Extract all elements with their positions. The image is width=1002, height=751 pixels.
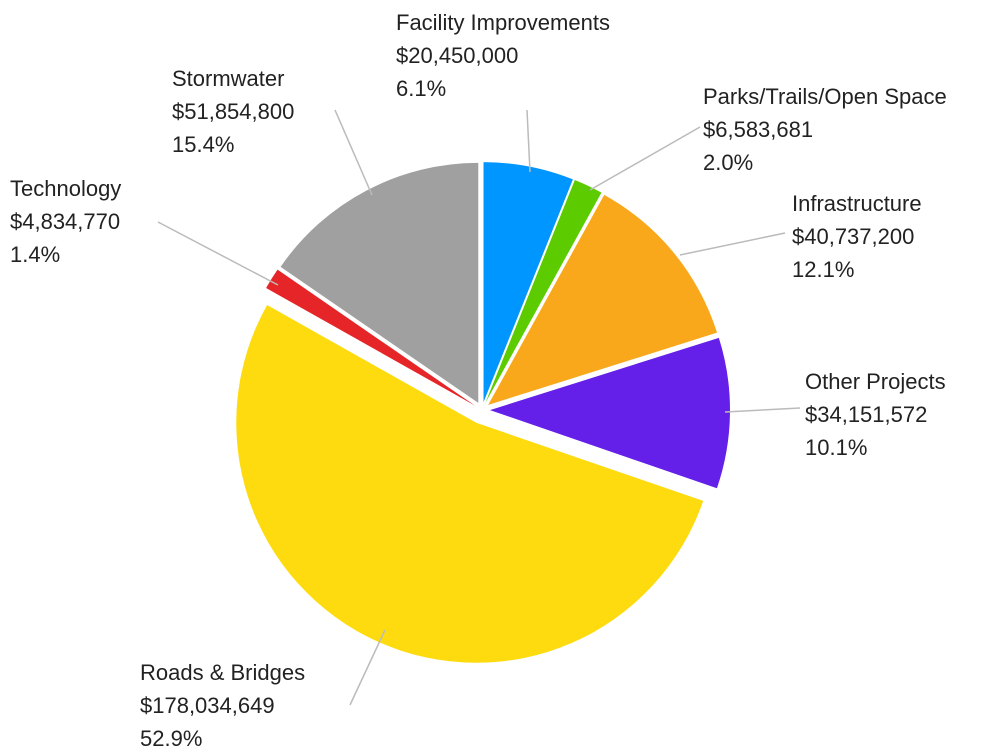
- slice-name: Parks/Trails/Open Space: [703, 84, 947, 109]
- leader-line: [724, 407, 801, 413]
- slice-percent: 2.0%: [703, 150, 753, 175]
- slice-name: Infrastructure: [792, 191, 922, 216]
- leader-line: [679, 232, 786, 256]
- slice-value: $178,034,649: [140, 693, 275, 718]
- leader-line: [349, 629, 386, 706]
- slice-value: $51,854,800: [172, 99, 294, 124]
- slice-percent: 10.1%: [805, 435, 867, 460]
- pie-slice: [236, 305, 704, 663]
- pie-slice: [266, 269, 476, 406]
- slice-name: Facility Improvements: [396, 10, 610, 35]
- leader-line: [589, 126, 701, 191]
- slice-percent: 12.1%: [792, 257, 854, 282]
- slice-value: $4,834,770: [10, 209, 120, 234]
- slice-value: $6,583,681: [703, 117, 813, 142]
- slice-percent: 6.1%: [396, 76, 446, 101]
- slice-name: Technology: [10, 176, 121, 201]
- leader-line: [526, 109, 531, 173]
- pie-slice: [488, 194, 718, 405]
- slice-percent: 15.4%: [172, 132, 234, 157]
- slice-name: Roads & Bridges: [140, 660, 305, 685]
- slice-percent: 52.9%: [140, 726, 202, 751]
- slice-value: $20,450,000: [396, 43, 518, 68]
- slice-value: $34,151,572: [805, 402, 927, 427]
- pie-slice: [485, 180, 602, 403]
- slice-name: Stormwater: [172, 66, 284, 91]
- leader-line: [334, 109, 373, 196]
- slice-percent: 1.4%: [10, 242, 60, 267]
- slice-name: Other Projects: [805, 369, 946, 394]
- pie-slice: [489, 337, 730, 489]
- leader-line: [157, 221, 279, 286]
- slice-value: $40,737,200: [792, 224, 914, 249]
- pie-slice: [280, 162, 479, 403]
- pie-slice: [483, 162, 573, 403]
